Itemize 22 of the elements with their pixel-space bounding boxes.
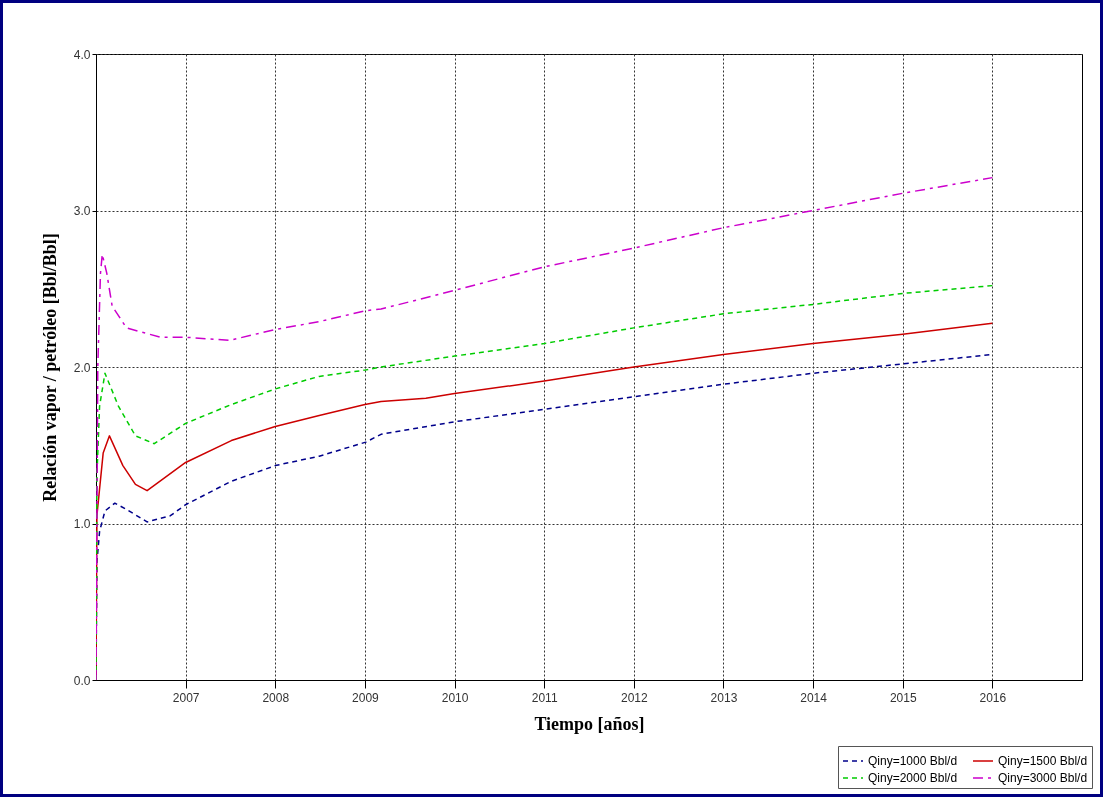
legend-label: Qiny=2000 Bbl/d (868, 771, 958, 785)
x-tick-label: 2010 (441, 690, 469, 705)
x-tick-label: 2015 (889, 690, 917, 705)
x-tick-label: 2008 (262, 690, 290, 705)
x-tick-label: 2013 (710, 690, 738, 705)
y-tick-label: 3.0 (73, 204, 91, 218)
y-tick-label: 4.0 (73, 47, 91, 62)
legend-label: Qiny=3000 Bbl/d (998, 771, 1088, 785)
x-tick-label: 2012 (620, 690, 648, 705)
y-tick-label: 2.0 (73, 360, 91, 375)
x-tick-label: 2011 (531, 690, 558, 705)
legend-label: Qiny=1500 Bbl/d (998, 754, 1088, 768)
y-axis-title: Relación vapor / petróleo [Bbl/Bbl] (39, 233, 60, 502)
y-tick-label: 1.0 (73, 517, 91, 531)
x-tick-label: 2016 (979, 690, 1007, 705)
line-series (96, 176, 994, 680)
legend-label: Qiny=1000 Bbl/d (868, 754, 958, 768)
x-tick-label: 2014 (800, 690, 828, 705)
x-tick-label: 2009 (352, 690, 380, 705)
x-axis-title: Tiempo [años] (534, 713, 645, 734)
y-tick-label: 0.0 (73, 673, 91, 688)
x-tick-label: 2007 (172, 690, 200, 705)
